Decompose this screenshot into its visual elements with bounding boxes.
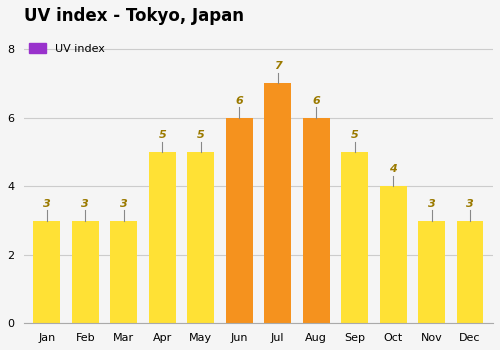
Text: UV index - Tokyo, Japan: UV index - Tokyo, Japan (24, 7, 244, 25)
Text: 5: 5 (158, 130, 166, 140)
Bar (188, 152, 214, 323)
Text: 3: 3 (428, 198, 436, 209)
Text: 5: 5 (197, 130, 204, 140)
Text: 5: 5 (350, 130, 358, 140)
Text: 6: 6 (312, 96, 320, 106)
Bar (264, 83, 291, 323)
Text: 3: 3 (43, 198, 51, 209)
Bar (34, 220, 60, 323)
Text: 4: 4 (389, 164, 397, 174)
Bar (341, 152, 368, 323)
Text: 7: 7 (274, 62, 281, 71)
Text: 3: 3 (120, 198, 128, 209)
Text: 3: 3 (466, 198, 474, 209)
Text: 6: 6 (236, 96, 243, 106)
Bar (418, 220, 445, 323)
Text: 3: 3 (82, 198, 89, 209)
Legend: UV index: UV index (30, 43, 105, 54)
Bar (149, 152, 176, 323)
Bar (110, 220, 138, 323)
Bar (456, 220, 483, 323)
Bar (72, 220, 99, 323)
Bar (226, 118, 252, 323)
Bar (302, 118, 330, 323)
Bar (380, 186, 406, 323)
